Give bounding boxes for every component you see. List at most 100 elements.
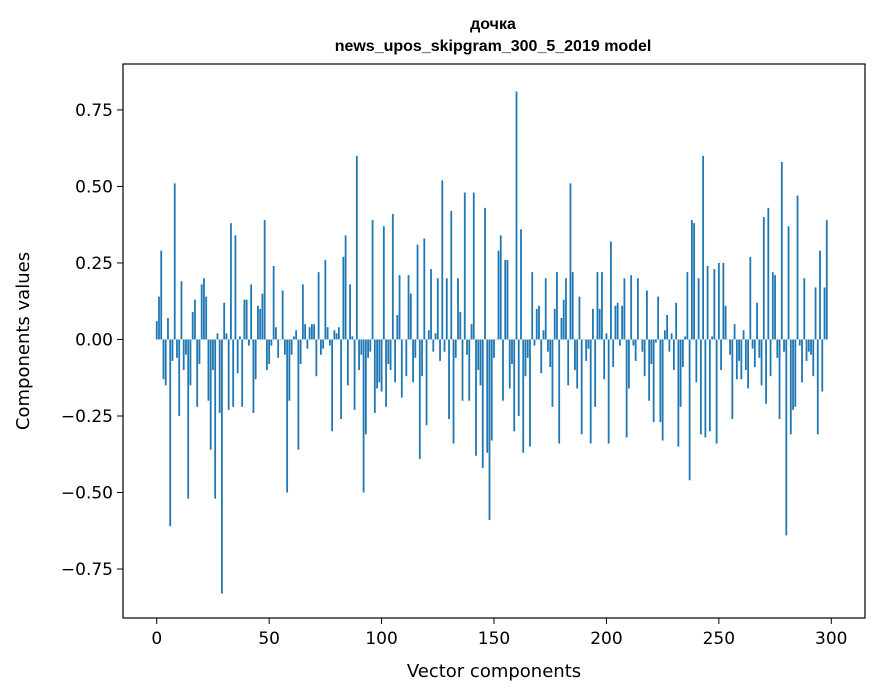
bar [230,223,232,340]
bar [675,302,678,340]
bar [405,339,408,377]
bar [697,278,700,340]
bar [310,324,313,340]
bar [427,330,430,340]
y-tick-label: 0.00 [75,330,113,350]
bar [558,339,561,444]
bar [443,339,446,352]
bar [243,299,246,340]
bar [774,275,776,340]
y-tick-label: 0.25 [75,254,113,274]
bar [610,241,612,340]
bar [216,333,219,340]
bar [517,339,520,416]
bar [178,339,181,416]
bar [551,339,554,407]
bar [227,339,230,410]
bar [398,275,401,340]
bar [387,339,390,364]
bar [239,336,241,340]
bar [699,339,702,435]
bar [472,192,475,340]
bar [794,339,797,407]
bar [720,339,722,371]
bar [520,229,522,340]
bar [810,339,812,355]
bar [441,180,444,340]
bar [470,324,473,340]
bar [643,339,646,377]
bar [191,311,194,340]
bar [513,339,516,432]
bar [234,235,237,340]
bar [259,308,262,340]
bar [641,339,644,352]
bar-series [155,91,828,594]
bar [538,305,540,340]
bar [209,339,212,450]
bar [569,183,572,340]
x-axis: 0 50 100 150 200 250 300 [151,618,847,649]
bar [531,272,534,340]
x-tick-label: 150 [478,629,510,649]
bar [430,269,432,340]
bar [203,278,205,340]
bar [542,330,545,340]
bar [466,339,468,355]
bar [742,330,745,340]
bar [180,281,183,340]
bar [502,339,504,401]
bar [439,339,441,361]
bar [634,339,637,361]
bar [628,339,630,389]
bar [623,278,626,340]
bar [612,339,615,368]
bar [533,339,536,346]
bar [335,333,338,340]
y-tick-label: −0.75 [61,560,113,580]
bar [708,339,711,432]
bar [511,339,513,364]
bar [189,339,192,386]
bar [182,339,185,371]
bar [805,339,808,361]
bar [254,339,257,380]
bar [508,339,511,389]
bar [322,339,325,349]
bar [686,272,689,340]
bar [158,296,160,340]
bar [632,339,635,346]
bar [198,339,201,364]
bar [825,220,828,340]
bar [333,330,336,340]
bar [601,272,603,340]
bar [646,290,648,340]
bar [751,339,754,349]
bar [515,91,518,340]
bar [221,339,223,594]
x-axis-label: Vector components [407,661,581,682]
bar [596,272,599,340]
bar [301,284,304,340]
bar [486,339,489,453]
bar [668,339,671,352]
x-tick-label: 100 [365,629,397,649]
bar [205,296,208,340]
bar [328,339,331,346]
bar [724,305,727,340]
bar [432,339,435,352]
bar [666,314,669,340]
bar [814,287,817,340]
bar [679,339,682,407]
y-tick-label: 0.50 [75,177,113,197]
bar [789,339,792,435]
bar [167,318,169,340]
bar [306,339,309,349]
bar [236,339,239,374]
bar [648,339,651,401]
bar [308,327,311,340]
bar [340,339,342,420]
bar [771,272,774,340]
bar [735,339,738,380]
